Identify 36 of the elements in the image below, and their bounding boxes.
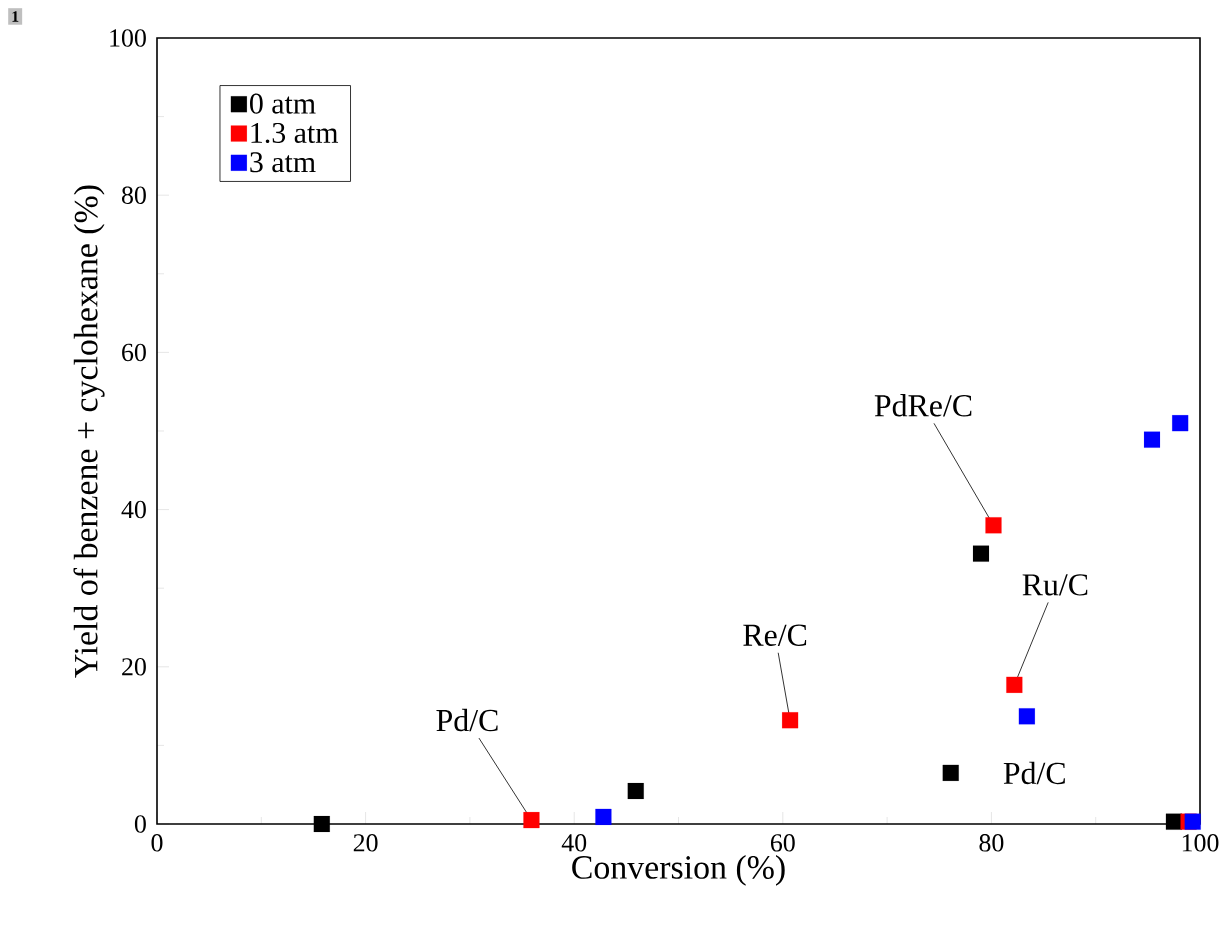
point bbox=[1006, 676, 1023, 693]
x-tick-label: 40 bbox=[561, 834, 587, 852]
point bbox=[627, 782, 644, 800]
y-tick-label: 100 bbox=[110, 29, 146, 47]
x-tick-label: 60 bbox=[770, 834, 795, 852]
x-tick-label: 100 bbox=[1182, 834, 1219, 852]
legend-label: 0 atm bbox=[250, 93, 316, 114]
point bbox=[523, 812, 540, 829]
annotation: Pd/C bbox=[436, 708, 498, 732]
y-tick-label: 20 bbox=[122, 658, 146, 676]
annotation: Pd/C bbox=[1003, 761, 1065, 785]
annotation: Ru/C bbox=[1022, 574, 1088, 596]
x-tick-label: 0 bbox=[151, 834, 163, 852]
y-tick-label: 60 bbox=[122, 343, 146, 362]
point bbox=[972, 545, 990, 562]
point bbox=[313, 815, 330, 833]
x-tick-label: 80 bbox=[979, 834, 1004, 852]
annotation: Re/C bbox=[743, 624, 807, 646]
point bbox=[942, 764, 959, 781]
point bbox=[782, 712, 799, 729]
x-tick-label: 20 bbox=[353, 834, 378, 852]
text: 1 bbox=[12, 11, 19, 22]
point bbox=[1184, 813, 1201, 830]
y-tick-label: 80 bbox=[121, 186, 146, 204]
legend-label: 1.3 atm bbox=[251, 122, 339, 144]
point bbox=[595, 808, 612, 825]
y-tick-label: 40 bbox=[121, 500, 146, 519]
point bbox=[1018, 708, 1035, 725]
point bbox=[1143, 431, 1161, 448]
point bbox=[985, 517, 1002, 534]
y-tick-label: 0 bbox=[134, 815, 146, 833]
annotation: PdRe/C bbox=[874, 394, 972, 417]
x-axis-title: Conversion (%) bbox=[572, 855, 785, 886]
point bbox=[1172, 415, 1189, 432]
legend-label: 3 atm bbox=[250, 152, 316, 173]
y-axis-title: Yield of benzene + cyclohexane (%) bbox=[73, 185, 105, 678]
